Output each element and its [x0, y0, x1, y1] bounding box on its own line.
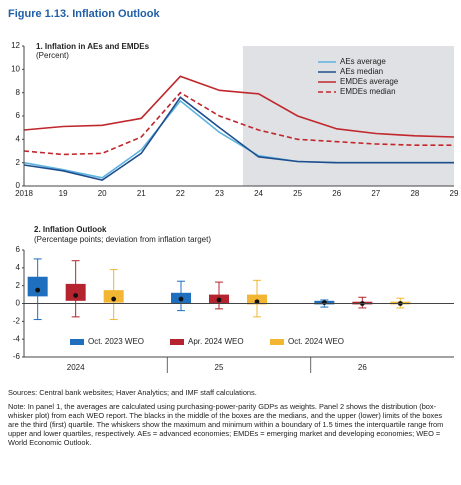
median: [73, 293, 79, 298]
x-tick-label: 2018: [15, 189, 33, 198]
y-tick-label: 0: [16, 299, 21, 308]
y-tick-label: 10: [11, 64, 20, 73]
y-tick-label: 6: [16, 245, 21, 254]
median: [111, 296, 117, 302]
x-tick-label: 2024: [67, 363, 85, 372]
y-tick-label: 6: [16, 111, 21, 120]
x-tick-label: 21: [137, 189, 146, 198]
box: [27, 276, 48, 297]
median: [178, 296, 184, 302]
y-tick-label: 2: [16, 158, 21, 167]
note: Note: In panel 1, the averages are calcu…: [8, 402, 444, 447]
box: [65, 283, 86, 301]
y-tick-label: 12: [11, 41, 20, 50]
legend-label: Oct. 2024 WEO: [288, 337, 344, 346]
median: [216, 297, 222, 303]
x-tick-label: 26: [332, 189, 341, 198]
y-tick-label: -2: [13, 316, 21, 325]
median: [254, 299, 260, 305]
y-tick-label: -6: [13, 352, 21, 361]
x-tick-label: 25: [215, 363, 224, 372]
y-tick-label: 0: [16, 181, 21, 190]
panel-title: 2. Inflation Outlook: [34, 225, 107, 234]
panel-title: 1. Inflation in AEs and EMDEs: [36, 42, 150, 51]
legend-label: EMDEs average: [340, 77, 399, 86]
y-tick-label: 2: [16, 281, 21, 290]
median: [321, 300, 327, 306]
legend-swatch: [270, 339, 284, 345]
x-tick-label: 20: [98, 189, 107, 198]
legend-label: AEs average: [340, 57, 386, 66]
panel-subtitle: (Percentage points; deviation from infla…: [34, 235, 211, 244]
x-tick-label: 27: [371, 189, 380, 198]
legend-label: Apr. 2024 WEO: [188, 337, 244, 346]
legend-swatch: [70, 339, 84, 345]
x-tick-label: 19: [59, 189, 68, 198]
y-tick-label: 4: [16, 134, 21, 143]
legend-label: Oct. 2023 WEO: [88, 337, 144, 346]
figure-title: Figure 1.13. Inflation Outlook: [8, 8, 160, 20]
y-tick-label: 8: [16, 88, 21, 97]
x-tick-label: 26: [358, 363, 367, 372]
y-tick-label: -4: [13, 334, 21, 343]
legend-label: EMDEs median: [340, 87, 396, 96]
legend-label: AEs median: [340, 67, 383, 76]
legend-swatch: [170, 339, 184, 345]
x-tick-label: 22: [176, 189, 185, 198]
x-tick-label: 24: [254, 189, 263, 198]
line: [23, 96, 454, 182]
x-tick-label: 28: [410, 189, 419, 198]
x-tick-label: 25: [293, 189, 302, 198]
x-tick-label: 29: [450, 189, 459, 198]
panel-subtitle: (Percent): [36, 51, 69, 60]
box: [103, 290, 124, 303]
sources: Sources: Central bank websites; Haver An…: [8, 388, 257, 397]
median: [35, 287, 41, 293]
y-tick-label: 4: [16, 263, 21, 272]
line: [23, 75, 455, 138]
x-tick-label: 23: [215, 189, 224, 198]
